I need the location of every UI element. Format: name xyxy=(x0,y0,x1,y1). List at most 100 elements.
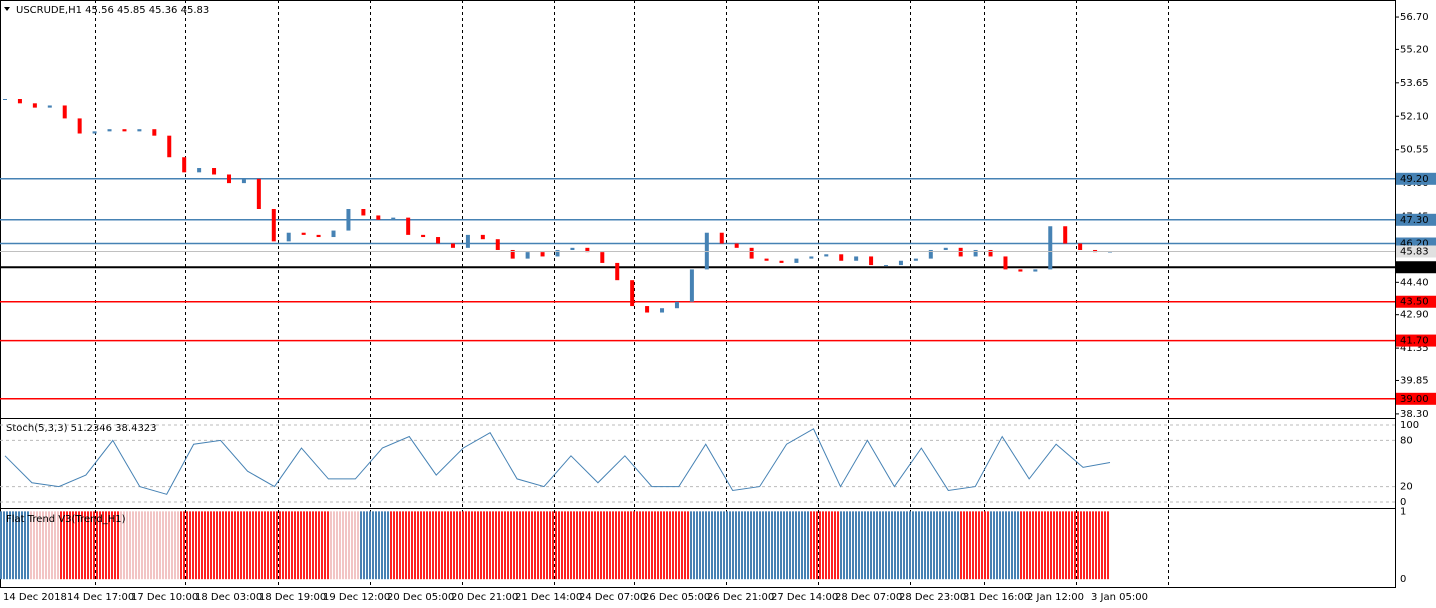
trend-bar xyxy=(591,511,593,580)
trend-bar xyxy=(39,511,41,580)
candle xyxy=(1078,243,1083,250)
candle xyxy=(600,252,605,263)
candle xyxy=(764,258,769,261)
y-tick-label: 39.85 xyxy=(1400,375,1429,386)
trend-bar xyxy=(942,511,944,580)
trend-bar xyxy=(747,511,749,580)
x-tick-label: 18 Dec 19:00 xyxy=(259,592,326,603)
trend-bar xyxy=(522,511,524,580)
trend-bar xyxy=(990,511,992,580)
candle xyxy=(928,249,933,259)
trend-bar xyxy=(948,511,950,580)
candle xyxy=(794,258,799,263)
trend-bar xyxy=(342,511,344,580)
trend-bar xyxy=(978,511,980,580)
trend-bar xyxy=(801,511,803,580)
trend-bar xyxy=(240,511,242,580)
candle xyxy=(898,260,903,266)
trend-bar xyxy=(1005,511,1007,580)
candle xyxy=(450,243,455,248)
trend-bar xyxy=(729,511,731,580)
trend-bar xyxy=(0,511,2,580)
trend-bar xyxy=(303,511,305,580)
candle xyxy=(540,252,545,257)
trend-bar xyxy=(189,511,191,580)
trend-bar xyxy=(744,511,746,580)
trend-bar xyxy=(507,511,509,580)
candle xyxy=(824,254,829,257)
trend-bar xyxy=(612,511,614,580)
candle xyxy=(480,234,485,240)
trend-bar xyxy=(207,511,209,580)
trend-bar xyxy=(639,511,641,580)
trend-bar xyxy=(198,511,200,580)
stoch-tick-label: 20 xyxy=(1400,482,1413,493)
trend-bar xyxy=(840,511,842,580)
trend-bar xyxy=(408,511,410,580)
trend-bar xyxy=(798,511,800,580)
trend-bar xyxy=(597,511,599,580)
trend-bar xyxy=(372,511,374,580)
level-label: 49.20 xyxy=(1400,174,1429,185)
trend-bar xyxy=(453,511,455,580)
trend-bar xyxy=(180,511,182,580)
trend-bar xyxy=(90,511,92,580)
menu-arrow[interactable] xyxy=(4,7,10,11)
trend-bar xyxy=(660,511,662,580)
trend-bar xyxy=(66,511,68,580)
trend-bar xyxy=(1065,511,1067,580)
trend-bar xyxy=(249,511,251,580)
candle xyxy=(615,262,620,281)
candle xyxy=(32,103,37,108)
trend-bar xyxy=(51,511,53,580)
trend-bar xyxy=(579,511,581,580)
trend-bar xyxy=(786,511,788,580)
trend-bar xyxy=(75,511,77,580)
trend-bar xyxy=(861,511,863,580)
trend-bar xyxy=(699,511,701,580)
trend-bar xyxy=(192,511,194,580)
trend-bar xyxy=(438,511,440,580)
trend-bar xyxy=(186,511,188,580)
trend-bar xyxy=(375,511,377,580)
trend-bar xyxy=(720,511,722,580)
trend-bar xyxy=(393,511,395,580)
trend-bar xyxy=(594,511,596,580)
current-price-bg xyxy=(1396,245,1436,258)
x-tick-label: 24 Dec 07:00 xyxy=(579,592,646,603)
trend-bar xyxy=(402,511,404,580)
trend-bar xyxy=(972,511,974,580)
trend-bar xyxy=(882,511,884,580)
candle xyxy=(226,174,231,184)
x-tick-label: 18 Dec 03:00 xyxy=(195,592,262,603)
trend-bar xyxy=(981,511,983,580)
trend-bar xyxy=(456,511,458,580)
trend-bar xyxy=(702,511,704,580)
trend-bar xyxy=(693,511,695,580)
trend-bar xyxy=(654,511,656,580)
trend-bar xyxy=(444,511,446,580)
trend-bar xyxy=(789,511,791,580)
trend-bar xyxy=(273,511,275,580)
trend-bar xyxy=(1095,511,1097,580)
y-tick-label: 55.20 xyxy=(1400,44,1429,55)
level-label-bg xyxy=(1396,295,1436,308)
trend-bar xyxy=(645,511,647,580)
trend-bar xyxy=(243,511,245,580)
trend-bar xyxy=(708,511,710,580)
trend-bar xyxy=(672,511,674,580)
trend-bar xyxy=(768,511,770,580)
trend-bar xyxy=(174,511,176,580)
trend-bar xyxy=(1038,511,1040,580)
trend-bar xyxy=(825,511,827,580)
candle xyxy=(256,178,261,209)
y-tick-label: 52.10 xyxy=(1400,111,1429,122)
trend-bar xyxy=(765,511,767,580)
trend-bar xyxy=(1032,511,1034,580)
x-tick-label: 28 Dec 07:00 xyxy=(835,592,902,603)
trend-bar xyxy=(210,511,212,580)
trend-bar xyxy=(63,511,65,580)
trend-bar xyxy=(588,511,590,580)
trend-bar xyxy=(915,511,917,580)
